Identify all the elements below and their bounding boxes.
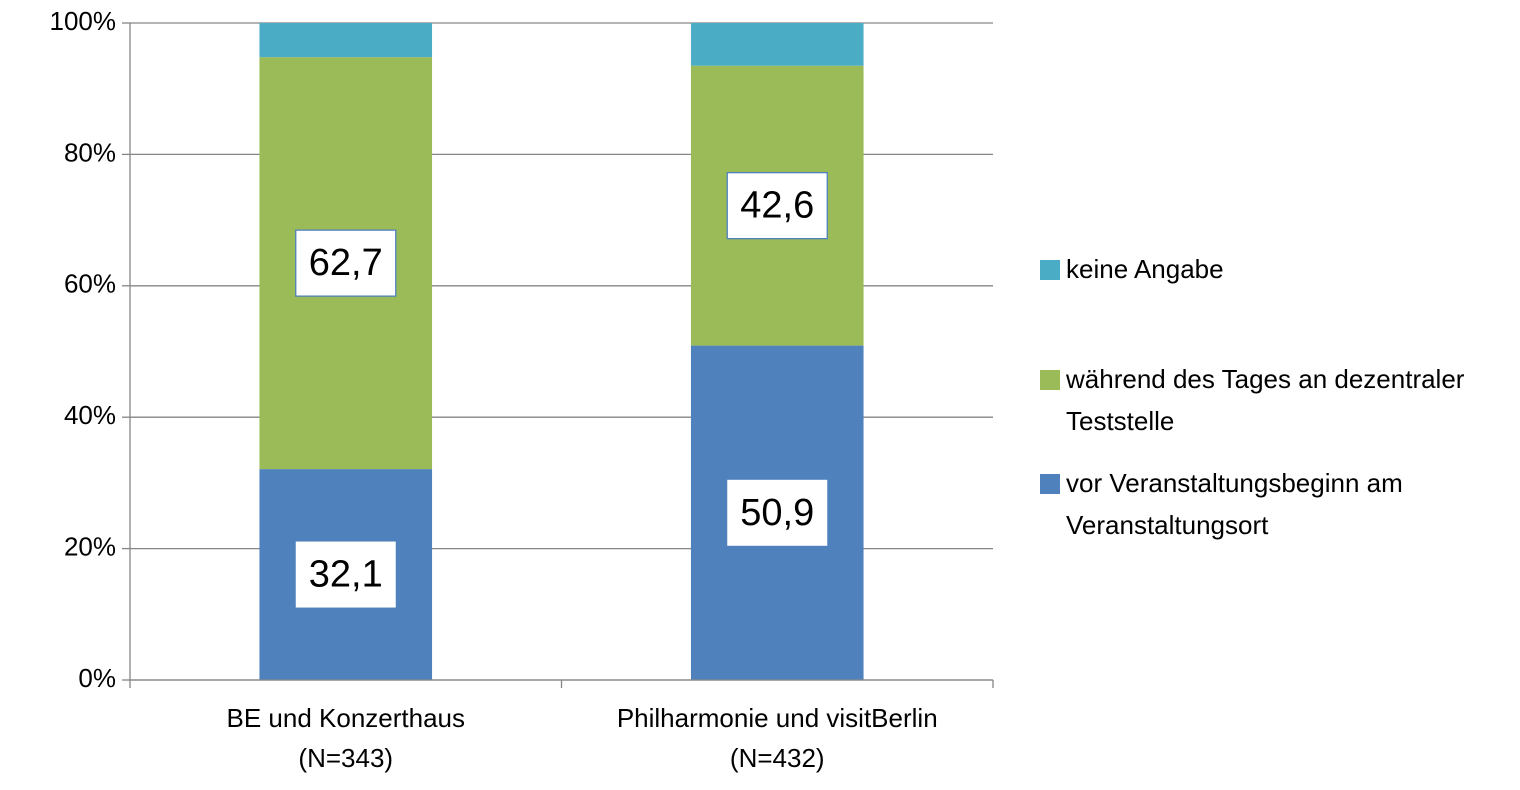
y-tick-label: 20% [64,531,116,561]
legend-item: keine Angabe [1040,248,1510,290]
bar-segment [690,23,864,66]
legend-swatch [1040,370,1060,390]
legend-item: vor Veranstaltungsbeginn am Veranstaltun… [1040,462,1510,546]
data-label: 32,1 [309,554,383,596]
y-tick-label: 0% [78,663,116,693]
y-tick-label: 80% [64,137,116,167]
data-label: 42,6 [740,185,814,227]
data-label: 50,9 [740,492,814,534]
legend-label: vor Veranstaltungsbeginn am Veranstaltun… [1066,468,1403,540]
x-tick-label: BE und Konzerthaus (N=343) [226,703,466,773]
data-label-box [295,229,397,297]
y-tick-label: 40% [64,400,116,430]
legend-swatch [1040,474,1060,494]
bar-segment [259,23,433,58]
legend-label: während des Tages an dezentraler Testste… [1066,364,1465,436]
y-tick-label: 60% [64,269,116,299]
legend-label: keine Angabe [1066,254,1224,284]
legend-swatch [1040,260,1060,280]
data-label-box [295,541,396,608]
data-label-box [727,479,828,546]
y-tick-label: 100% [50,6,117,36]
legend-item: während des Tages an dezentraler Testste… [1040,358,1510,442]
x-tick-label: Philharmonie und visitBerlin (N=432) [616,703,938,773]
data-label: 62,7 [309,242,383,284]
data-label-box [726,171,828,240]
